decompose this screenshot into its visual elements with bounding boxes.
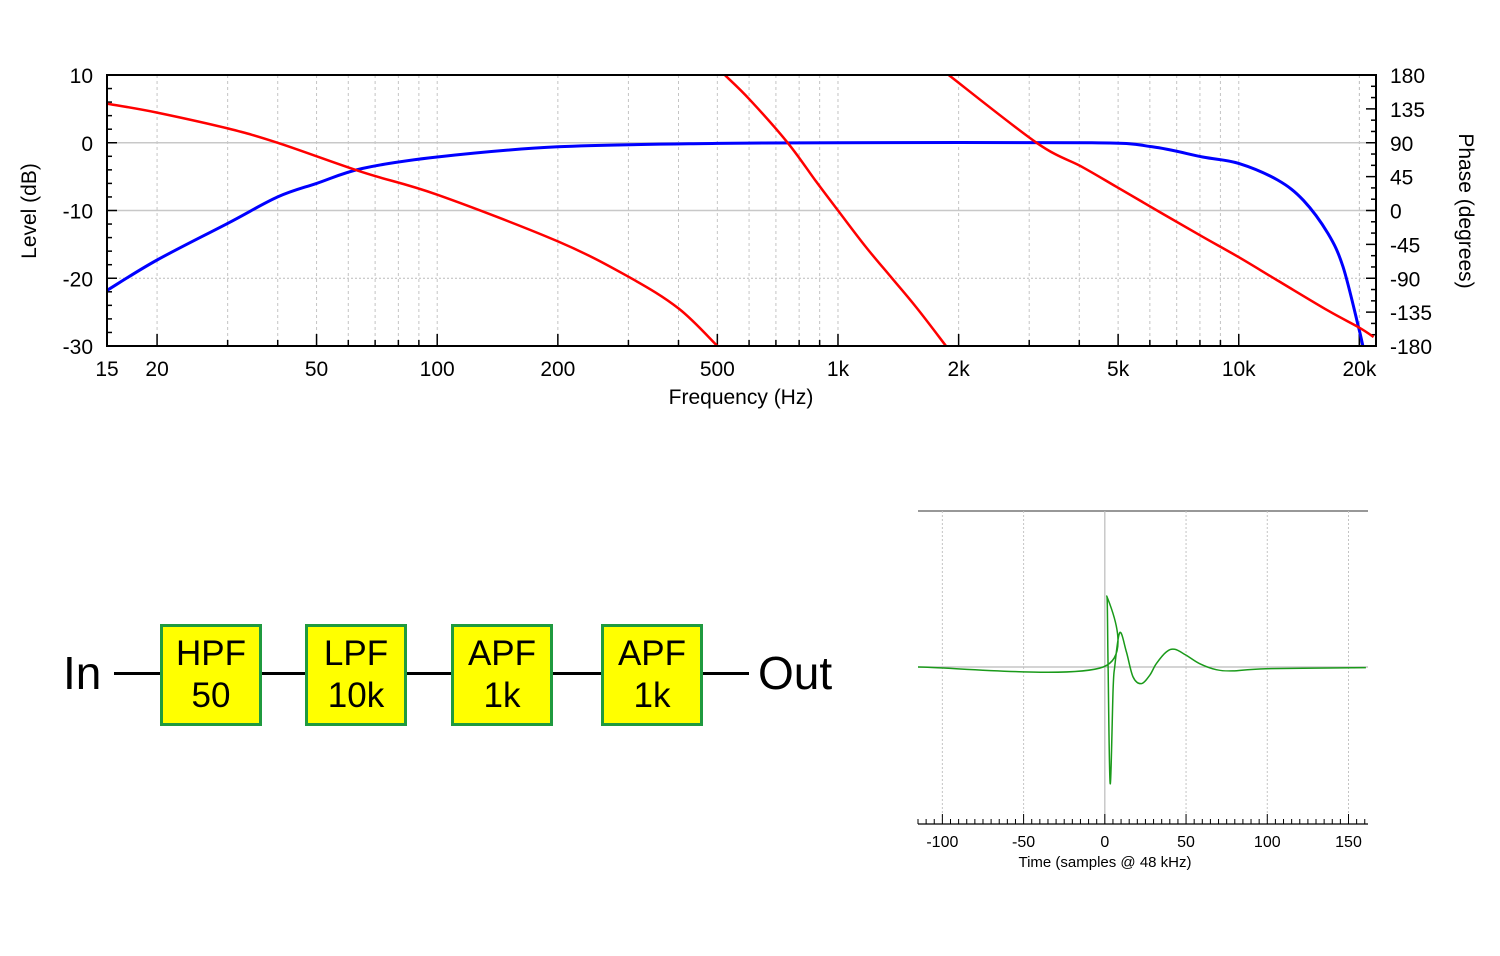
output-label: Out xyxy=(758,647,833,699)
input-label: In xyxy=(63,647,102,699)
x-tick-label: 15 xyxy=(95,358,118,381)
y-tick-label: 0 xyxy=(81,133,93,156)
phase-curve-segment xyxy=(723,74,947,347)
y2-tick-label: -135 xyxy=(1390,302,1432,325)
y2-tick-label: 90 xyxy=(1390,133,1413,156)
wire xyxy=(407,672,451,675)
frequency-response-chart: 15 20 50 100 200 500 1k 2k 5k 10k 20k100-10-20-301… xyxy=(18,65,1477,409)
phase-curve-segment xyxy=(947,74,1375,339)
block-value: 1k xyxy=(633,676,671,715)
plot-frame xyxy=(106,74,1377,347)
x-tick-label: 20 xyxy=(145,358,168,381)
y-tick-label: 10 xyxy=(70,65,93,88)
block-apf-2: APF 1k xyxy=(601,624,703,726)
y2-axis-label: Phase (degrees) xyxy=(1454,133,1477,288)
block-type: HPF xyxy=(176,634,246,673)
y2-tick-label: -45 xyxy=(1390,234,1420,257)
block-apf-1: APF 1k xyxy=(451,624,553,726)
block-type: APF xyxy=(467,634,537,673)
y2-tick-label: 180 xyxy=(1390,65,1425,88)
x-tick-label: 2k xyxy=(948,358,971,381)
x-axis-label: Time (samples @ 48 kHz) xyxy=(1018,854,1191,871)
x-tick-label: 200 xyxy=(540,358,575,381)
x-tick-label: 150 xyxy=(1335,834,1362,851)
x-tick-label: 5k xyxy=(1107,358,1130,381)
x-tick-label: 500 xyxy=(700,358,735,381)
x-tick-label: -100 xyxy=(926,834,958,851)
x-tick-label: 0 xyxy=(1100,834,1109,851)
level-curve xyxy=(106,140,1365,347)
block-type: APF xyxy=(617,634,687,673)
wire xyxy=(114,672,160,675)
block-value: 1k xyxy=(483,676,521,715)
phase-curve-segment xyxy=(106,102,719,347)
x-tick-label: -50 xyxy=(1012,834,1035,851)
x-tick-label: 100 xyxy=(420,358,455,381)
x-tick-label: 100 xyxy=(1254,834,1281,851)
block-value: 50 xyxy=(191,676,231,715)
y2-tick-label: 45 xyxy=(1390,167,1413,190)
wire xyxy=(553,672,601,675)
y-tick-label: -30 xyxy=(63,336,93,359)
x-tick-label: 1k xyxy=(827,358,850,381)
x-tick-label: 50 xyxy=(1177,834,1195,851)
y-tick-label: -20 xyxy=(63,268,93,291)
grid xyxy=(107,75,1376,346)
wire xyxy=(703,672,749,675)
block-value: 10k xyxy=(327,676,385,715)
y-axis-label: Level (dB) xyxy=(18,163,41,259)
y-tick-label: -10 xyxy=(63,201,93,224)
block-type: LPF xyxy=(323,634,389,673)
wire xyxy=(262,672,305,675)
impulse-curve xyxy=(917,595,1366,785)
y2-tick-label: -180 xyxy=(1390,336,1432,359)
x-tick-label: 50 xyxy=(305,358,328,381)
y2-tick-label: -90 xyxy=(1390,268,1420,291)
y2-tick-label: 0 xyxy=(1390,201,1402,224)
y2-tick-label: 135 xyxy=(1390,99,1425,122)
x-axis-label: Frequency (Hz) xyxy=(669,386,814,409)
x-tick-label: 10k xyxy=(1222,358,1256,381)
block-hpf: HPF 50 xyxy=(160,624,262,726)
x-tick-label: 20k xyxy=(1342,358,1376,381)
block-lpf: LPF 10k xyxy=(305,624,407,726)
